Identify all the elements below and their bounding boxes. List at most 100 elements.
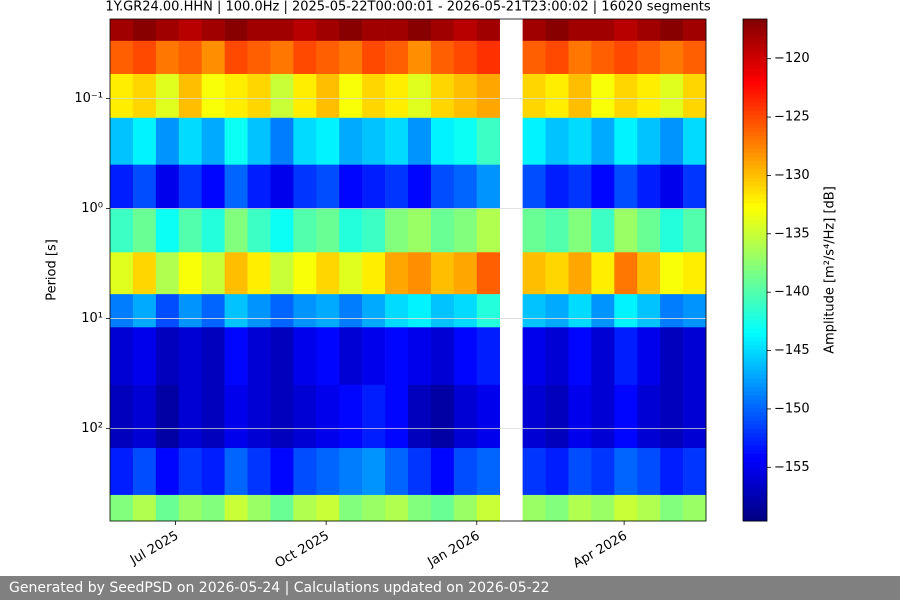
colorbar-swatch [743, 127, 767, 133]
colorbar-swatch [743, 491, 767, 497]
heatmap-cell [270, 164, 294, 209]
heatmap-cell [430, 40, 455, 75]
heatmap-cell [201, 117, 225, 165]
heatmap-cell [155, 448, 180, 496]
heatmap-cell [430, 448, 455, 496]
heatmap-cell [545, 448, 569, 496]
heatmap-cell [339, 448, 363, 496]
colorbar-swatch [743, 437, 767, 443]
heatmap-cell [614, 117, 638, 165]
heatmap-cell [316, 494, 340, 522]
heatmap-cell [270, 384, 294, 449]
heatmap-cell [247, 19, 271, 42]
colorbar-swatch [743, 261, 767, 267]
colorbar-swatch [743, 232, 767, 238]
heatmap-cell [522, 294, 546, 328]
heatmap-cell [178, 327, 202, 386]
heatmap-cell [155, 494, 180, 522]
heatmap-cell [591, 327, 615, 386]
heatmap-cell [637, 327, 661, 386]
heatmap-cell [247, 448, 271, 496]
colorbar-swatch [743, 136, 767, 141]
heatmap-cell [270, 208, 294, 253]
colorbar-swatch [743, 462, 767, 468]
heatmap-cell [339, 208, 363, 253]
heatmap-cell [247, 208, 271, 253]
colorbar-swatch [743, 240, 767, 246]
colorbar-swatch [743, 403, 767, 409]
colorbar-swatch [743, 194, 767, 200]
heatmap-cell [132, 494, 157, 522]
heatmap-cell [545, 384, 569, 449]
heatmap-cell [660, 294, 684, 328]
heatmap-cell [362, 73, 386, 119]
heatmap-cell [155, 40, 180, 75]
heatmap-cell [385, 384, 409, 449]
colorbar-swatch [743, 211, 767, 217]
heatmap-cell [660, 164, 684, 209]
heatmap-cell [293, 494, 317, 522]
heatmap-cell [683, 40, 707, 75]
heatmap-cell [224, 40, 248, 75]
colorbar-swatch [743, 449, 767, 455]
y-tick-label: 10⁻¹ [74, 91, 103, 106]
colorbar-swatch [743, 77, 767, 83]
heatmap-cell [637, 117, 661, 165]
heatmap-cell [568, 19, 592, 42]
heatmap-cell [408, 448, 432, 496]
colorbar-tick-label: −125 [774, 110, 810, 125]
colorbar-swatch [743, 387, 767, 392]
heatmap-cell [660, 208, 684, 253]
colorbar-swatch [743, 35, 767, 41]
heatmap-cell [476, 73, 500, 119]
heatmap-cell [270, 252, 294, 295]
heatmap-cell [522, 117, 546, 165]
heatmap-cell [430, 19, 455, 42]
colorbar-swatch [743, 190, 767, 196]
colorbar-tick-label: −135 [774, 226, 810, 241]
heatmap-cell [247, 327, 271, 386]
colorbar-swatch [743, 203, 767, 208]
y-tick-label: 10² [81, 421, 103, 436]
heatmap-cell [201, 252, 225, 295]
heatmap-cell [568, 73, 592, 119]
y-tick-label: 10⁰ [81, 201, 103, 216]
heatmap-cell [110, 117, 134, 165]
heatmap-cell [132, 252, 157, 295]
x-tick-label: Jan 2026 [425, 529, 483, 571]
heatmap-cell [155, 19, 180, 42]
heatmap-cell [178, 384, 202, 449]
heatmap-cell [316, 294, 340, 328]
colorbar-swatch [743, 169, 767, 175]
heatmap-cell [522, 208, 546, 253]
heatmap-cell [660, 40, 684, 75]
heatmap-cell [224, 117, 248, 165]
heatmap-cell [293, 252, 317, 295]
heatmap-cell [637, 19, 661, 42]
colorbar-swatch [743, 111, 767, 116]
colorbar-tick-label: −120 [774, 51, 810, 66]
colorbar-swatch [743, 454, 767, 459]
heatmap-cell [568, 294, 592, 328]
colorbar-swatch [743, 81, 767, 87]
heatmap-cell [637, 384, 661, 449]
heatmap-cell [683, 164, 707, 209]
heatmap-cell [476, 208, 500, 253]
heatmap-cell [385, 164, 409, 209]
heatmap-cell [637, 252, 661, 295]
heatmap-cell [224, 294, 248, 328]
heatmap-cell [430, 208, 455, 253]
colorbar-swatch [743, 157, 767, 162]
heatmap-cell [522, 40, 546, 75]
heatmap-cell [155, 208, 180, 253]
colorbar-swatch [743, 295, 767, 300]
colorbar-swatch [743, 278, 767, 284]
heatmap-cell [591, 117, 615, 165]
heatmap-cell [591, 73, 615, 119]
colorbar-swatch [743, 362, 767, 367]
heatmap-cell [339, 73, 363, 119]
heatmap-cell [362, 327, 386, 386]
heatmap-cell [178, 494, 202, 522]
colorbar-swatch [743, 265, 767, 271]
heatmap-cell [293, 164, 317, 209]
